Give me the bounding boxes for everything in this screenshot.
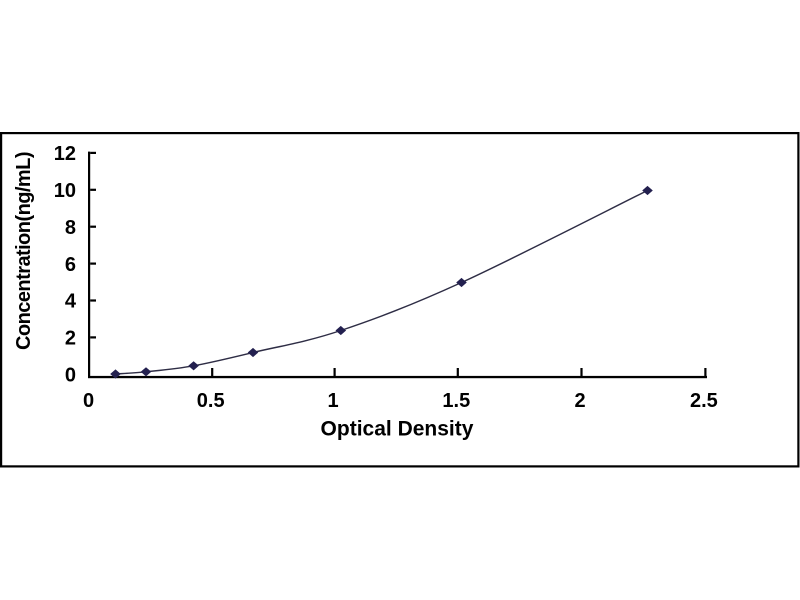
svg-text:Optical Density: Optical Density [321, 417, 474, 440]
svg-text:10: 10 [54, 180, 76, 202]
svg-text:2: 2 [65, 328, 76, 350]
svg-text:2.5: 2.5 [690, 390, 718, 412]
svg-text:0: 0 [65, 365, 76, 387]
svg-text:1: 1 [328, 390, 339, 412]
svg-text:0: 0 [83, 390, 94, 412]
svg-text:0.5: 0.5 [197, 390, 225, 412]
svg-text:Concentration(ng/mL): Concentration(ng/mL) [13, 152, 35, 350]
svg-text:8: 8 [65, 217, 76, 239]
svg-text:4: 4 [65, 291, 77, 313]
svg-text:1.5: 1.5 [442, 390, 470, 412]
svg-text:2: 2 [574, 390, 585, 412]
svg-text:6: 6 [65, 254, 76, 276]
svg-text:12: 12 [54, 143, 76, 165]
